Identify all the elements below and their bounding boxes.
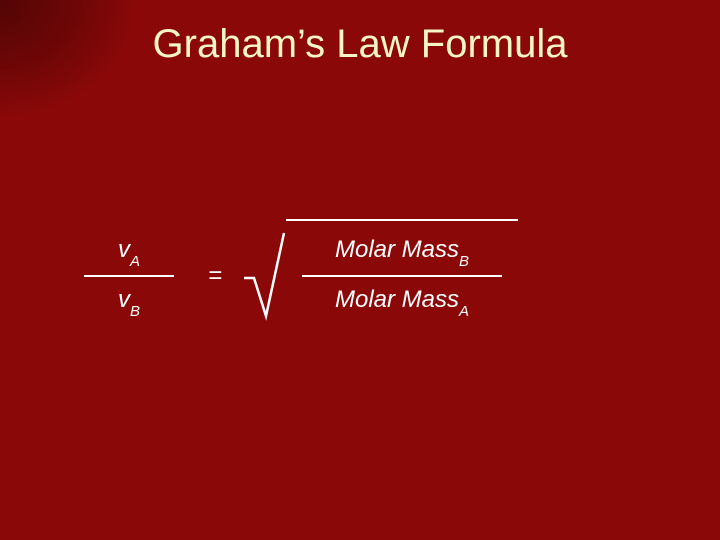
right-den-sub: A xyxy=(459,303,469,320)
right-den-base: Molar Mass xyxy=(335,286,459,313)
right-num-base: Molar Mass xyxy=(335,236,459,263)
radical-sign xyxy=(242,230,286,322)
left-numerator: vA xyxy=(118,233,140,269)
formula-container: vA vB = Molar MassB Molar MassA xyxy=(80,230,518,322)
left-num-base: v xyxy=(118,236,130,263)
right-numerator: Molar MassB xyxy=(335,233,469,269)
left-num-sub: A xyxy=(130,253,140,270)
radical: Molar MassB Molar MassA xyxy=(242,230,518,322)
left-frac-line xyxy=(84,275,174,277)
equals-sign: = xyxy=(208,262,222,290)
radical-overline: Molar MassB Molar MassA xyxy=(286,233,518,319)
left-den-sub: B xyxy=(130,303,140,320)
left-den-base: v xyxy=(118,286,130,313)
left-denominator: vB xyxy=(118,283,140,319)
left-fraction: vA vB xyxy=(84,233,174,319)
right-fraction: Molar MassB Molar MassA xyxy=(290,233,514,319)
right-frac-line xyxy=(302,275,502,277)
right-num-sub: B xyxy=(459,253,469,270)
radical-svg xyxy=(242,230,286,322)
right-denominator: Molar MassA xyxy=(335,283,469,319)
slide-title: Graham’s Law Formula xyxy=(0,22,720,67)
